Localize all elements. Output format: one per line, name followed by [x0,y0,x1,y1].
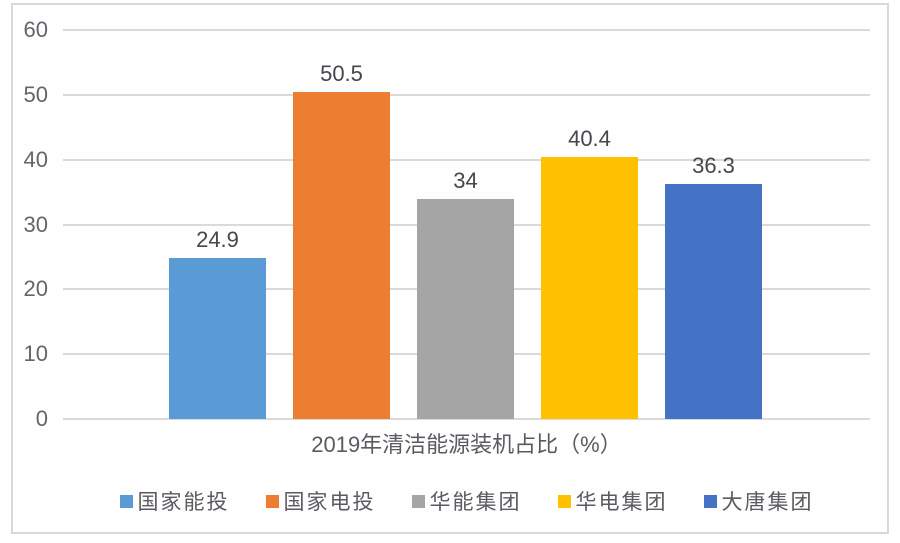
value-label-华能集团: 34 [453,167,478,193]
y-tick-label-60: 60 [23,17,48,42]
legend-item-华能集团: 华能集团 [411,486,522,516]
legend-swatch-icon [703,494,717,508]
bar-国家能投 [169,257,266,419]
legend-swatch-icon [119,494,133,508]
legend-swatch-icon [265,494,279,508]
legend-label: 国家电投 [283,491,376,514]
plot-area: 24.9 50.5 34 40.4 36.3 [63,29,870,420]
legend-item-国家电投: 国家电投 [265,486,376,516]
value-label-华电集团: 40.4 [568,126,611,152]
x-axis-title: 2019年清洁能源装机占比（%） [311,432,622,457]
y-tick-label-0: 0 [35,406,48,431]
legend-label: 华能集团 [429,491,522,514]
legend-label: 华电集团 [575,491,668,514]
value-label-大唐集团: 36.3 [692,152,735,178]
value-label-国家能投: 24.9 [196,226,239,252]
y-tick-label-30: 30 [23,211,48,237]
gridline-40 [63,158,870,161]
bar-华电集团 [541,157,638,419]
legend-label: 大唐集团 [721,491,814,514]
y-tick-label-40: 40 [23,146,48,172]
legend-item-国家能投: 国家能投 [119,486,230,516]
gridline-0 [63,418,870,420]
legend-swatch-icon [411,494,425,508]
y-tick-label-10: 10 [23,341,48,367]
legend: 国家能投 国家电投 华能集团 华电集团 大唐集团 [63,487,870,515]
value-label-国家电投: 50.5 [320,60,363,86]
bar-大唐集团 [665,183,762,419]
bar-华能集团 [417,198,514,419]
legend-label: 国家能投 [137,491,230,514]
y-tick-label-20: 20 [23,276,48,302]
legend-item-大唐集团: 大唐集团 [703,486,814,516]
y-tick-label-50: 50 [23,81,48,107]
gridline-60 [63,29,870,31]
bar-国家电投 [293,91,390,419]
gridline-50 [63,93,870,96]
legend-item-华电集团: 华电集团 [557,486,668,516]
legend-swatch-icon [557,494,571,508]
